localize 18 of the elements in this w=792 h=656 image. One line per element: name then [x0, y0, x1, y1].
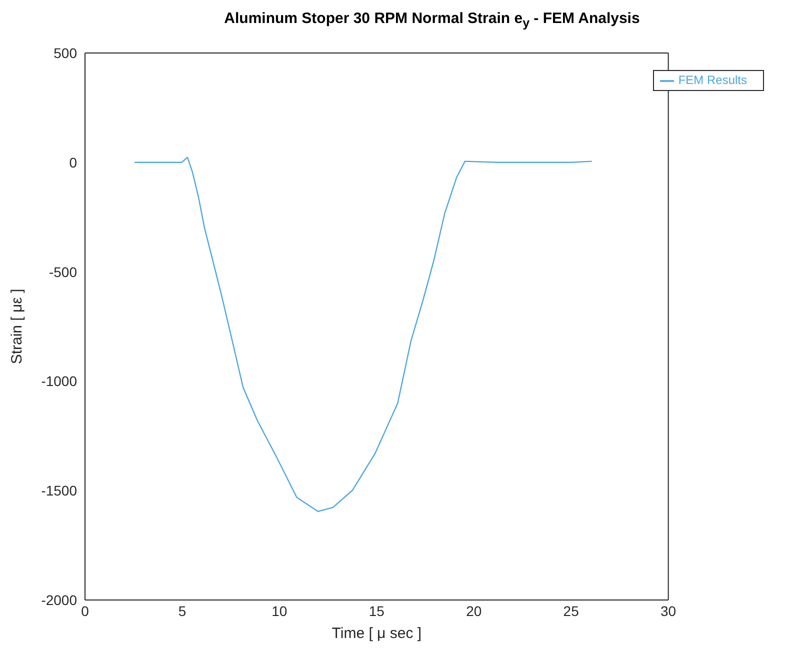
chart-title: Aluminum Stoper 30 RPM Normal Strain e$_{y}$ - FEM Analysis — [223, 10, 641, 30]
y-tick-label: 500 — [54, 44, 78, 61]
y-tick-label: 0 — [69, 154, 78, 170]
line-series — [134, 156, 592, 512]
x-tick-label: 30 — [660, 602, 676, 619]
y-tick-label: -2000 — [41, 592, 78, 608]
y-tick-label: -1500 — [41, 482, 78, 499]
x-tick-label: 0 — [81, 602, 90, 619]
y-tick-label: -500 — [48, 264, 78, 280]
x-axis-title: Time [ μ sec ] — [332, 625, 422, 642]
x-tick-label: 15 — [368, 602, 385, 619]
x-tick-label: 5 — [178, 602, 186, 619]
x-tick-label: 25 — [563, 602, 580, 619]
x-tick-label: 10 — [272, 602, 288, 619]
legend-label: FEM Results — [678, 73, 747, 87]
y-axis-title: Strain [ με ] — [8, 288, 26, 364]
y-tick-label: -1000 — [41, 373, 78, 390]
x-tick-label: 20 — [466, 602, 482, 619]
